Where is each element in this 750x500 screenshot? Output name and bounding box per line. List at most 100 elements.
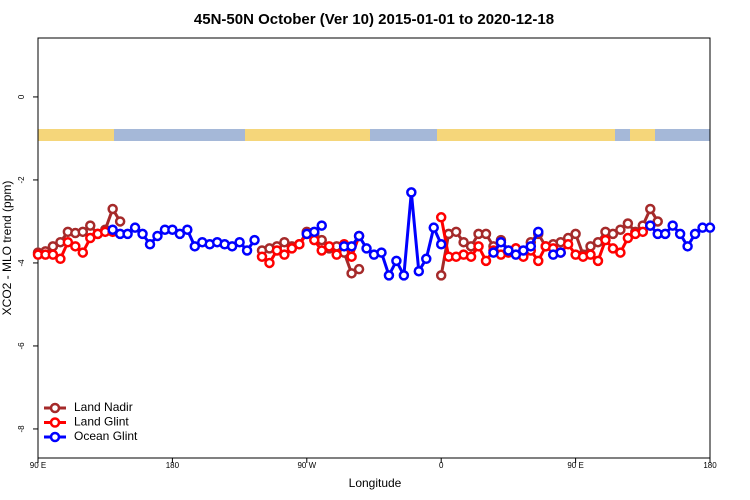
- data-point: [122, 228, 133, 240]
- legend-marker: [49, 431, 61, 443]
- data-point: [592, 255, 604, 267]
- data-point: [398, 270, 410, 281]
- y-axis-label: XCO2 - MLO trend (ppm): [0, 181, 14, 316]
- data-point: [309, 234, 320, 246]
- legend-label: Land Glint: [74, 415, 129, 429]
- data-point: [256, 251, 268, 262]
- legend-label: Ocean Glint: [74, 429, 138, 443]
- legend-label: Land Nadir: [74, 400, 133, 414]
- data-point: [309, 226, 320, 238]
- data-point: [137, 228, 148, 240]
- data-point: [346, 268, 357, 279]
- data-point: [637, 226, 649, 238]
- data-point: [413, 265, 425, 277]
- data-point: [428, 222, 439, 233]
- x-axis-label: Longitude: [349, 476, 402, 490]
- data-point: [249, 234, 260, 246]
- y-tick-label: -6: [17, 342, 26, 350]
- data-point: [346, 251, 357, 262]
- data-point: [622, 232, 634, 244]
- y-tick-label: -8: [17, 425, 26, 433]
- map-strip: [38, 129, 710, 141]
- data-point: [645, 203, 656, 215]
- x-tick-label: 180: [703, 461, 717, 470]
- data-point: [652, 216, 663, 227]
- data-point: [689, 228, 701, 240]
- data-point: [107, 203, 118, 215]
- legend-marker: [49, 417, 61, 428]
- data-point: [294, 239, 305, 250]
- data-point: [435, 239, 447, 250]
- data-point: [480, 255, 492, 267]
- data-point: [585, 249, 596, 260]
- data-point: [107, 224, 118, 235]
- data-point: [77, 247, 89, 258]
- data-point: [533, 226, 544, 238]
- data-point: [704, 222, 716, 233]
- data-point: [488, 247, 499, 258]
- x-tick-label: 180: [166, 461, 180, 470]
- x-tick-label: 90 E: [567, 461, 583, 470]
- data-point: [114, 216, 126, 227]
- data-point: [659, 228, 671, 240]
- data-point: [406, 187, 417, 198]
- chart-title: 45N-50N October (Ver 10) 2015-01-01 to 2…: [194, 11, 554, 28]
- data-point: [667, 220, 678, 231]
- land-strip: [245, 129, 370, 141]
- data-point: [85, 220, 96, 231]
- data-point: [189, 241, 201, 252]
- data-point: [607, 228, 619, 240]
- land-strip: [437, 129, 615, 141]
- data-point: [465, 251, 477, 262]
- data-point: [645, 220, 656, 231]
- data-point: [271, 245, 283, 256]
- data-point: [518, 245, 529, 256]
- data-point: [682, 241, 693, 252]
- data-point: [241, 245, 253, 256]
- data-point: [562, 239, 574, 250]
- data-point: [503, 245, 514, 256]
- data-point: [152, 230, 163, 242]
- land-strip: [38, 129, 114, 141]
- data-point: [615, 247, 626, 258]
- data-point: [167, 224, 178, 235]
- data-point: [615, 224, 626, 235]
- data-point: [62, 236, 74, 248]
- data-point: [391, 255, 402, 267]
- data-point: [85, 232, 96, 244]
- data-point: [353, 263, 365, 275]
- data-point: [383, 270, 395, 281]
- data-point: [264, 257, 275, 269]
- data-point: [331, 249, 342, 260]
- data-point: [458, 236, 469, 248]
- data-point: [495, 236, 507, 248]
- data-point: [510, 249, 522, 260]
- data-point: [129, 222, 141, 233]
- y-tick-label: -2: [17, 176, 26, 184]
- x-tick-label: 90 E: [30, 461, 46, 470]
- data-point: [421, 253, 432, 265]
- data-point: [555, 247, 566, 258]
- data-point: [450, 226, 462, 238]
- data-point: [480, 228, 492, 240]
- data-point: [533, 255, 544, 267]
- y-tick-label: 0: [17, 94, 26, 99]
- y-tick-label: -4: [17, 259, 26, 267]
- data-point: [607, 243, 619, 254]
- data-point: [323, 241, 335, 252]
- data-point: [279, 236, 290, 248]
- data-point: [144, 239, 156, 250]
- data-point: [174, 228, 186, 240]
- data-point: [182, 224, 193, 235]
- data-point: [435, 270, 447, 281]
- land-strip: [630, 129, 655, 141]
- data-point: [286, 243, 298, 254]
- data-point: [346, 241, 357, 252]
- data-point: [473, 241, 484, 252]
- data-point: [353, 230, 365, 242]
- data-point: [70, 241, 81, 252]
- data-point: [279, 249, 290, 260]
- data-point: [234, 236, 245, 248]
